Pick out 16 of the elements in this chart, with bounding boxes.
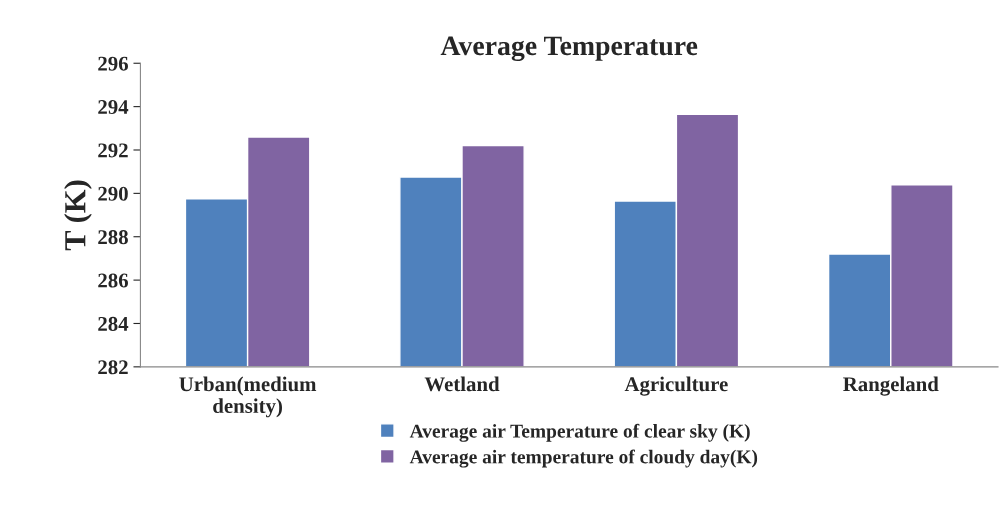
y-tick-label: 294 [98,100,129,115]
y-axis-title: T (K) [64,180,92,251]
y-tick-label: 282 [98,360,128,375]
x-tick-label: Rangeland [843,376,939,396]
x-tick-label: Urban(medium density) [179,376,317,418]
x-tick-label: Wetland [424,376,500,392]
x-tick-label: Agriculture [624,376,728,396]
y-tick-label: 296 [98,56,129,71]
legend-label: Average air temperature of cloudy day(K) [409,449,758,468]
chart-title: Average Temperature [440,36,698,62]
y-tick-label: 286 [98,273,129,288]
y-tick-label: 290 [98,186,128,201]
y-tick-label: 288 [98,230,128,245]
legend-label: Average air Temperature of clear sky (K) [409,423,750,442]
y-tick-label: 284 [98,316,129,331]
y-tick-label: 292 [98,143,128,158]
